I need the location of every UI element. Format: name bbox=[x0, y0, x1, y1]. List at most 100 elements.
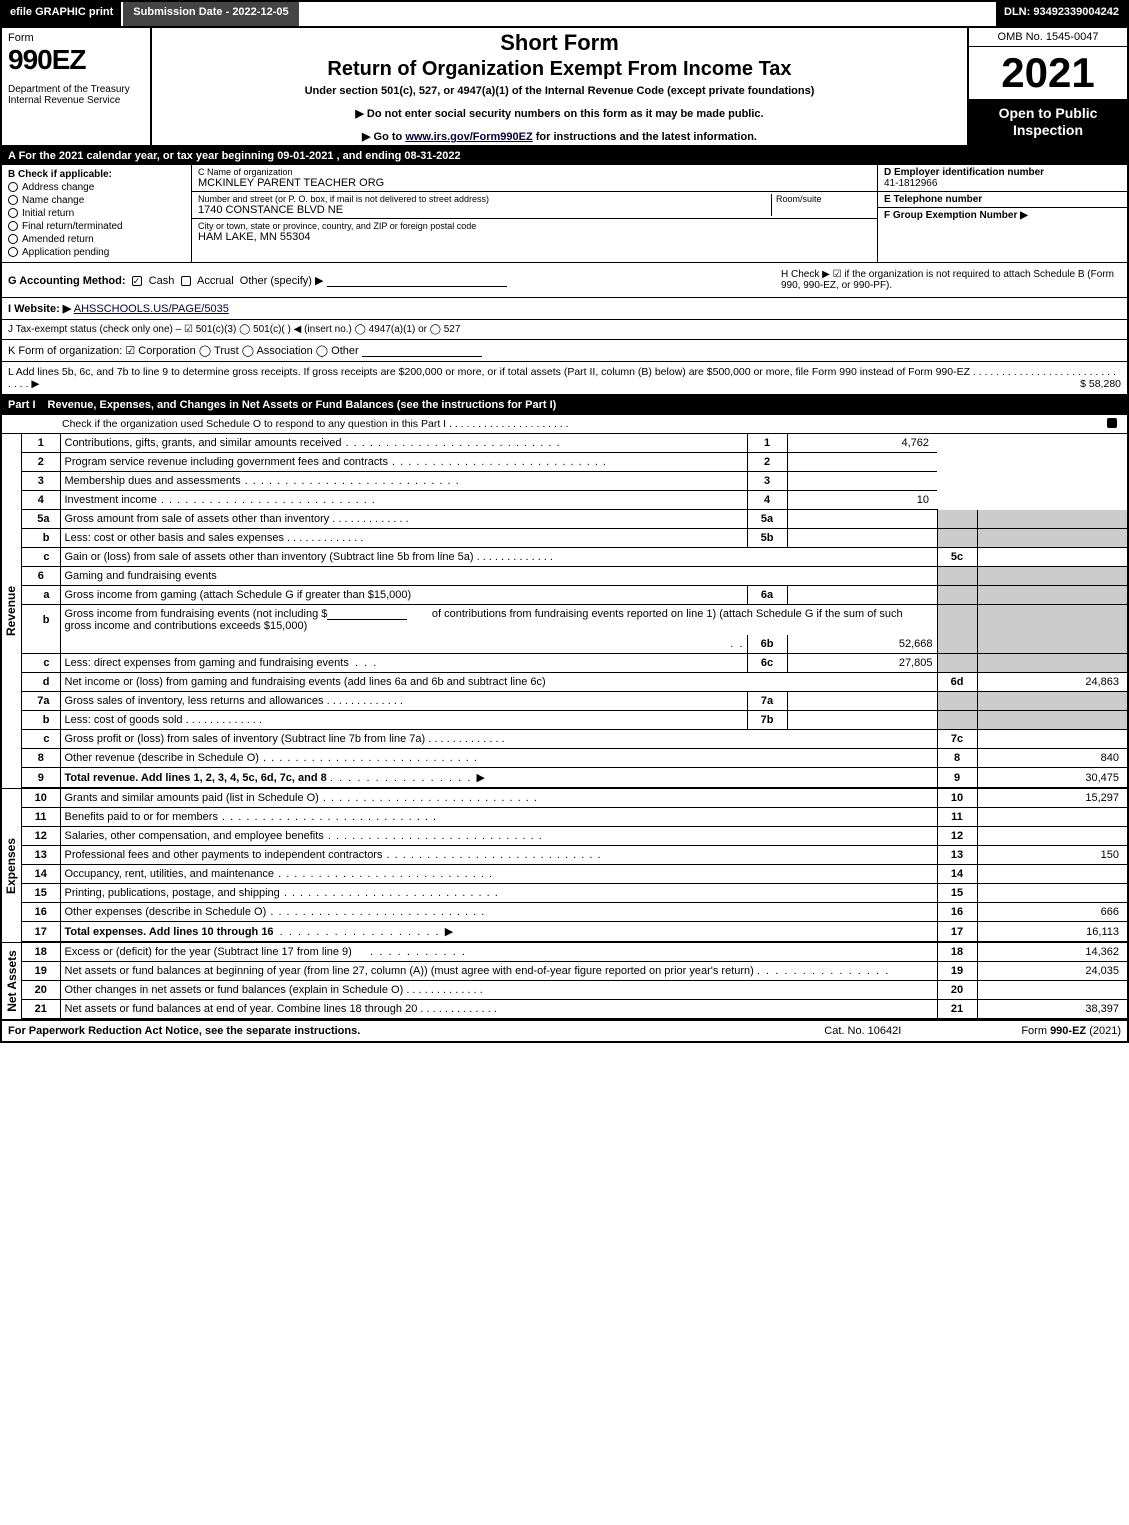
line-12: 12Salaries, other compensation, and empl… bbox=[22, 827, 1127, 846]
chk-cash[interactable] bbox=[132, 276, 142, 286]
line-5b: bLess: cost or other basis and sales exp… bbox=[22, 529, 1127, 548]
chk-amended-return[interactable]: Amended return bbox=[8, 234, 185, 245]
section-b-to-f: B Check if applicable: Address change Na… bbox=[2, 165, 1127, 263]
net-assets-side-label: Net Assets bbox=[2, 943, 22, 1019]
f-group-label: F Group Exemption Number ▶ bbox=[884, 210, 1121, 221]
g-cash: Cash bbox=[149, 275, 175, 287]
form-word: Form bbox=[8, 32, 144, 44]
g-label: G Accounting Method: bbox=[8, 275, 126, 287]
line2-pre: ▶ Go to bbox=[362, 131, 405, 143]
short-form-title: Short Form bbox=[158, 30, 961, 56]
chk-address-change[interactable]: Address change bbox=[8, 182, 185, 193]
line-1: 1Contributions, gifts, grants, and simil… bbox=[22, 434, 1127, 453]
g-other: Other (specify) ▶ bbox=[240, 275, 324, 287]
omb-number: OMB No. 1545-0047 bbox=[969, 28, 1127, 47]
chk-application-pending[interactable]: Application pending bbox=[8, 247, 185, 258]
d-ein-value: 41-1812966 bbox=[884, 178, 1121, 189]
footer-left: For Paperwork Reduction Act Notice, see … bbox=[8, 1025, 824, 1037]
col-d-e-f: D Employer identification number 41-1812… bbox=[877, 165, 1127, 262]
row-i-website: I Website: ▶ AHSSCHOOLS.US/PAGE/5035 bbox=[2, 298, 1127, 320]
instruction-line-2: ▶ Go to www.irs.gov/Form990EZ for instru… bbox=[158, 130, 961, 143]
line-20: 20Other changes in net assets or fund ba… bbox=[22, 981, 1127, 1000]
c-city-label: City or town, state or province, country… bbox=[198, 221, 871, 231]
main-title: Return of Organization Exempt From Incom… bbox=[158, 58, 961, 81]
part-i-checkbox[interactable] bbox=[1107, 418, 1117, 428]
line-5c: cGain or (loss) from sale of assets othe… bbox=[22, 548, 1127, 567]
c-org-name: MCKINLEY PARENT TEACHER ORG bbox=[198, 177, 871, 189]
chk-initial-return[interactable]: Initial return bbox=[8, 208, 185, 219]
line-6d: dNet income or (loss) from gaming and fu… bbox=[22, 673, 1127, 692]
line-7b: bLess: cost of goods sold7b bbox=[22, 711, 1127, 730]
line-11: 11Benefits paid to or for members11 bbox=[22, 808, 1127, 827]
line-15: 15Printing, publications, postage, and s… bbox=[22, 884, 1127, 903]
row-g-h: G Accounting Method: Cash Accrual Other … bbox=[2, 263, 1127, 298]
line-6a: aGross income from gaming (attach Schedu… bbox=[22, 586, 1127, 605]
irs-link[interactable]: www.irs.gov/Form990EZ bbox=[405, 131, 532, 143]
l-amount: $ 58,280 bbox=[1080, 378, 1121, 390]
dln-label: DLN: 93492339004242 bbox=[996, 2, 1127, 26]
line-7c: cGross profit or (loss) from sales of in… bbox=[22, 730, 1127, 749]
efile-print-label[interactable]: efile GRAPHIC print bbox=[2, 2, 121, 26]
row-a-tax-year: A For the 2021 calendar year, or tax yea… bbox=[2, 147, 1127, 165]
k-other-input[interactable] bbox=[362, 345, 482, 357]
line-6b-val: . .6b52,668 bbox=[22, 635, 1127, 654]
k-text: K Form of organization: ☑ Corporation ◯ … bbox=[8, 345, 359, 357]
line-6b: bGross income from fundraising events (n… bbox=[22, 605, 1127, 636]
line-10: 10Grants and similar amounts paid (list … bbox=[22, 789, 1127, 808]
line-19: 19Net assets or fund balances at beginni… bbox=[22, 962, 1127, 981]
g-accrual: Accrual bbox=[197, 275, 234, 287]
footer-center: Cat. No. 10642I bbox=[824, 1025, 901, 1037]
c-name-label: C Name of organization bbox=[198, 167, 871, 177]
expenses-side-label: Expenses bbox=[2, 789, 22, 942]
revenue-section: Revenue 1Contributions, gifts, grants, a… bbox=[2, 434, 1127, 789]
form-header: Form 990EZ Department of the Treasury In… bbox=[2, 26, 1127, 147]
part-i-check-row: Check if the organization used Schedule … bbox=[2, 415, 1127, 434]
revenue-side-label: Revenue bbox=[2, 434, 22, 788]
l-text: L Add lines 5b, 6c, and 7b to line 9 to … bbox=[8, 366, 1116, 390]
website-link[interactable]: AHSSCHOOLS.US/PAGE/5035 bbox=[74, 303, 229, 315]
col-b-checkboxes: B Check if applicable: Address change Na… bbox=[2, 165, 192, 262]
chk-final-return[interactable]: Final return/terminated bbox=[8, 221, 185, 232]
line-8: 8Other revenue (describe in Schedule O)8… bbox=[22, 749, 1127, 768]
row-l-gross-receipts: L Add lines 5b, 6c, and 7b to line 9 to … bbox=[2, 362, 1127, 395]
line-17: 17Total expenses. Add lines 10 through 1… bbox=[22, 922, 1127, 942]
line-21: 21Net assets or fund balances at end of … bbox=[22, 1000, 1127, 1019]
row-j-tax-exempt: J Tax-exempt status (check only one) – ☑… bbox=[2, 320, 1127, 340]
c-addr-label: Number and street (or P. O. box, if mail… bbox=[198, 194, 771, 204]
d-ein-label: D Employer identification number bbox=[884, 167, 1121, 178]
line-4: 4Investment income410 bbox=[22, 491, 1127, 510]
dept-label: Department of the Treasury Internal Reve… bbox=[8, 84, 144, 106]
line-13: 13Professional fees and other payments t… bbox=[22, 846, 1127, 865]
net-assets-section: Net Assets 18Excess or (deficit) for the… bbox=[2, 943, 1127, 1021]
row-k-form-org: K Form of organization: ☑ Corporation ◯ … bbox=[2, 340, 1127, 362]
line-14: 14Occupancy, rent, utilities, and mainte… bbox=[22, 865, 1127, 884]
g-other-input[interactable] bbox=[327, 275, 507, 287]
open-to-public: Open to Public Inspection bbox=[969, 99, 1127, 145]
line-5a: 5aGross amount from sale of assets other… bbox=[22, 510, 1127, 529]
line-2: 2Program service revenue including gover… bbox=[22, 453, 1127, 472]
page-footer: For Paperwork Reduction Act Notice, see … bbox=[2, 1021, 1127, 1041]
line2-post: for instructions and the latest informat… bbox=[533, 131, 757, 143]
instruction-line-1: ▶ Do not enter social security numbers o… bbox=[158, 107, 961, 120]
c-room-label: Room/suite bbox=[776, 194, 871, 204]
i-label: I Website: ▶ bbox=[8, 303, 71, 315]
line-6: 6Gaming and fundraising events bbox=[22, 567, 1127, 586]
part-i-title: Revenue, Expenses, and Changes in Net As… bbox=[48, 399, 557, 411]
top-bar: efile GRAPHIC print Submission Date - 20… bbox=[2, 2, 1127, 26]
h-schedule-b: H Check ▶ ☑ if the organization is not r… bbox=[781, 269, 1121, 291]
form-number: 990EZ bbox=[8, 44, 144, 76]
expenses-section: Expenses 10Grants and similar amounts pa… bbox=[2, 789, 1127, 943]
line-7a: 7aGross sales of inventory, less returns… bbox=[22, 692, 1127, 711]
e-phone-label: E Telephone number bbox=[884, 194, 1121, 205]
subtitle: Under section 501(c), 527, or 4947(a)(1)… bbox=[158, 85, 961, 97]
line-3: 3Membership dues and assessments3 bbox=[22, 472, 1127, 491]
chk-name-change[interactable]: Name change bbox=[8, 195, 185, 206]
line-9: 9Total revenue. Add lines 1, 2, 3, 4, 5c… bbox=[22, 768, 1127, 788]
c-city: HAM LAKE, MN 55304 bbox=[198, 231, 871, 243]
spacer bbox=[299, 2, 996, 26]
b-title: B Check if applicable: bbox=[8, 169, 185, 180]
part-i-check-text: Check if the organization used Schedule … bbox=[62, 418, 1107, 430]
part-i-header: Part I Revenue, Expenses, and Changes in… bbox=[2, 395, 1127, 415]
chk-accrual[interactable] bbox=[181, 276, 191, 286]
c-street: 1740 CONSTANCE BLVD NE bbox=[198, 204, 771, 216]
